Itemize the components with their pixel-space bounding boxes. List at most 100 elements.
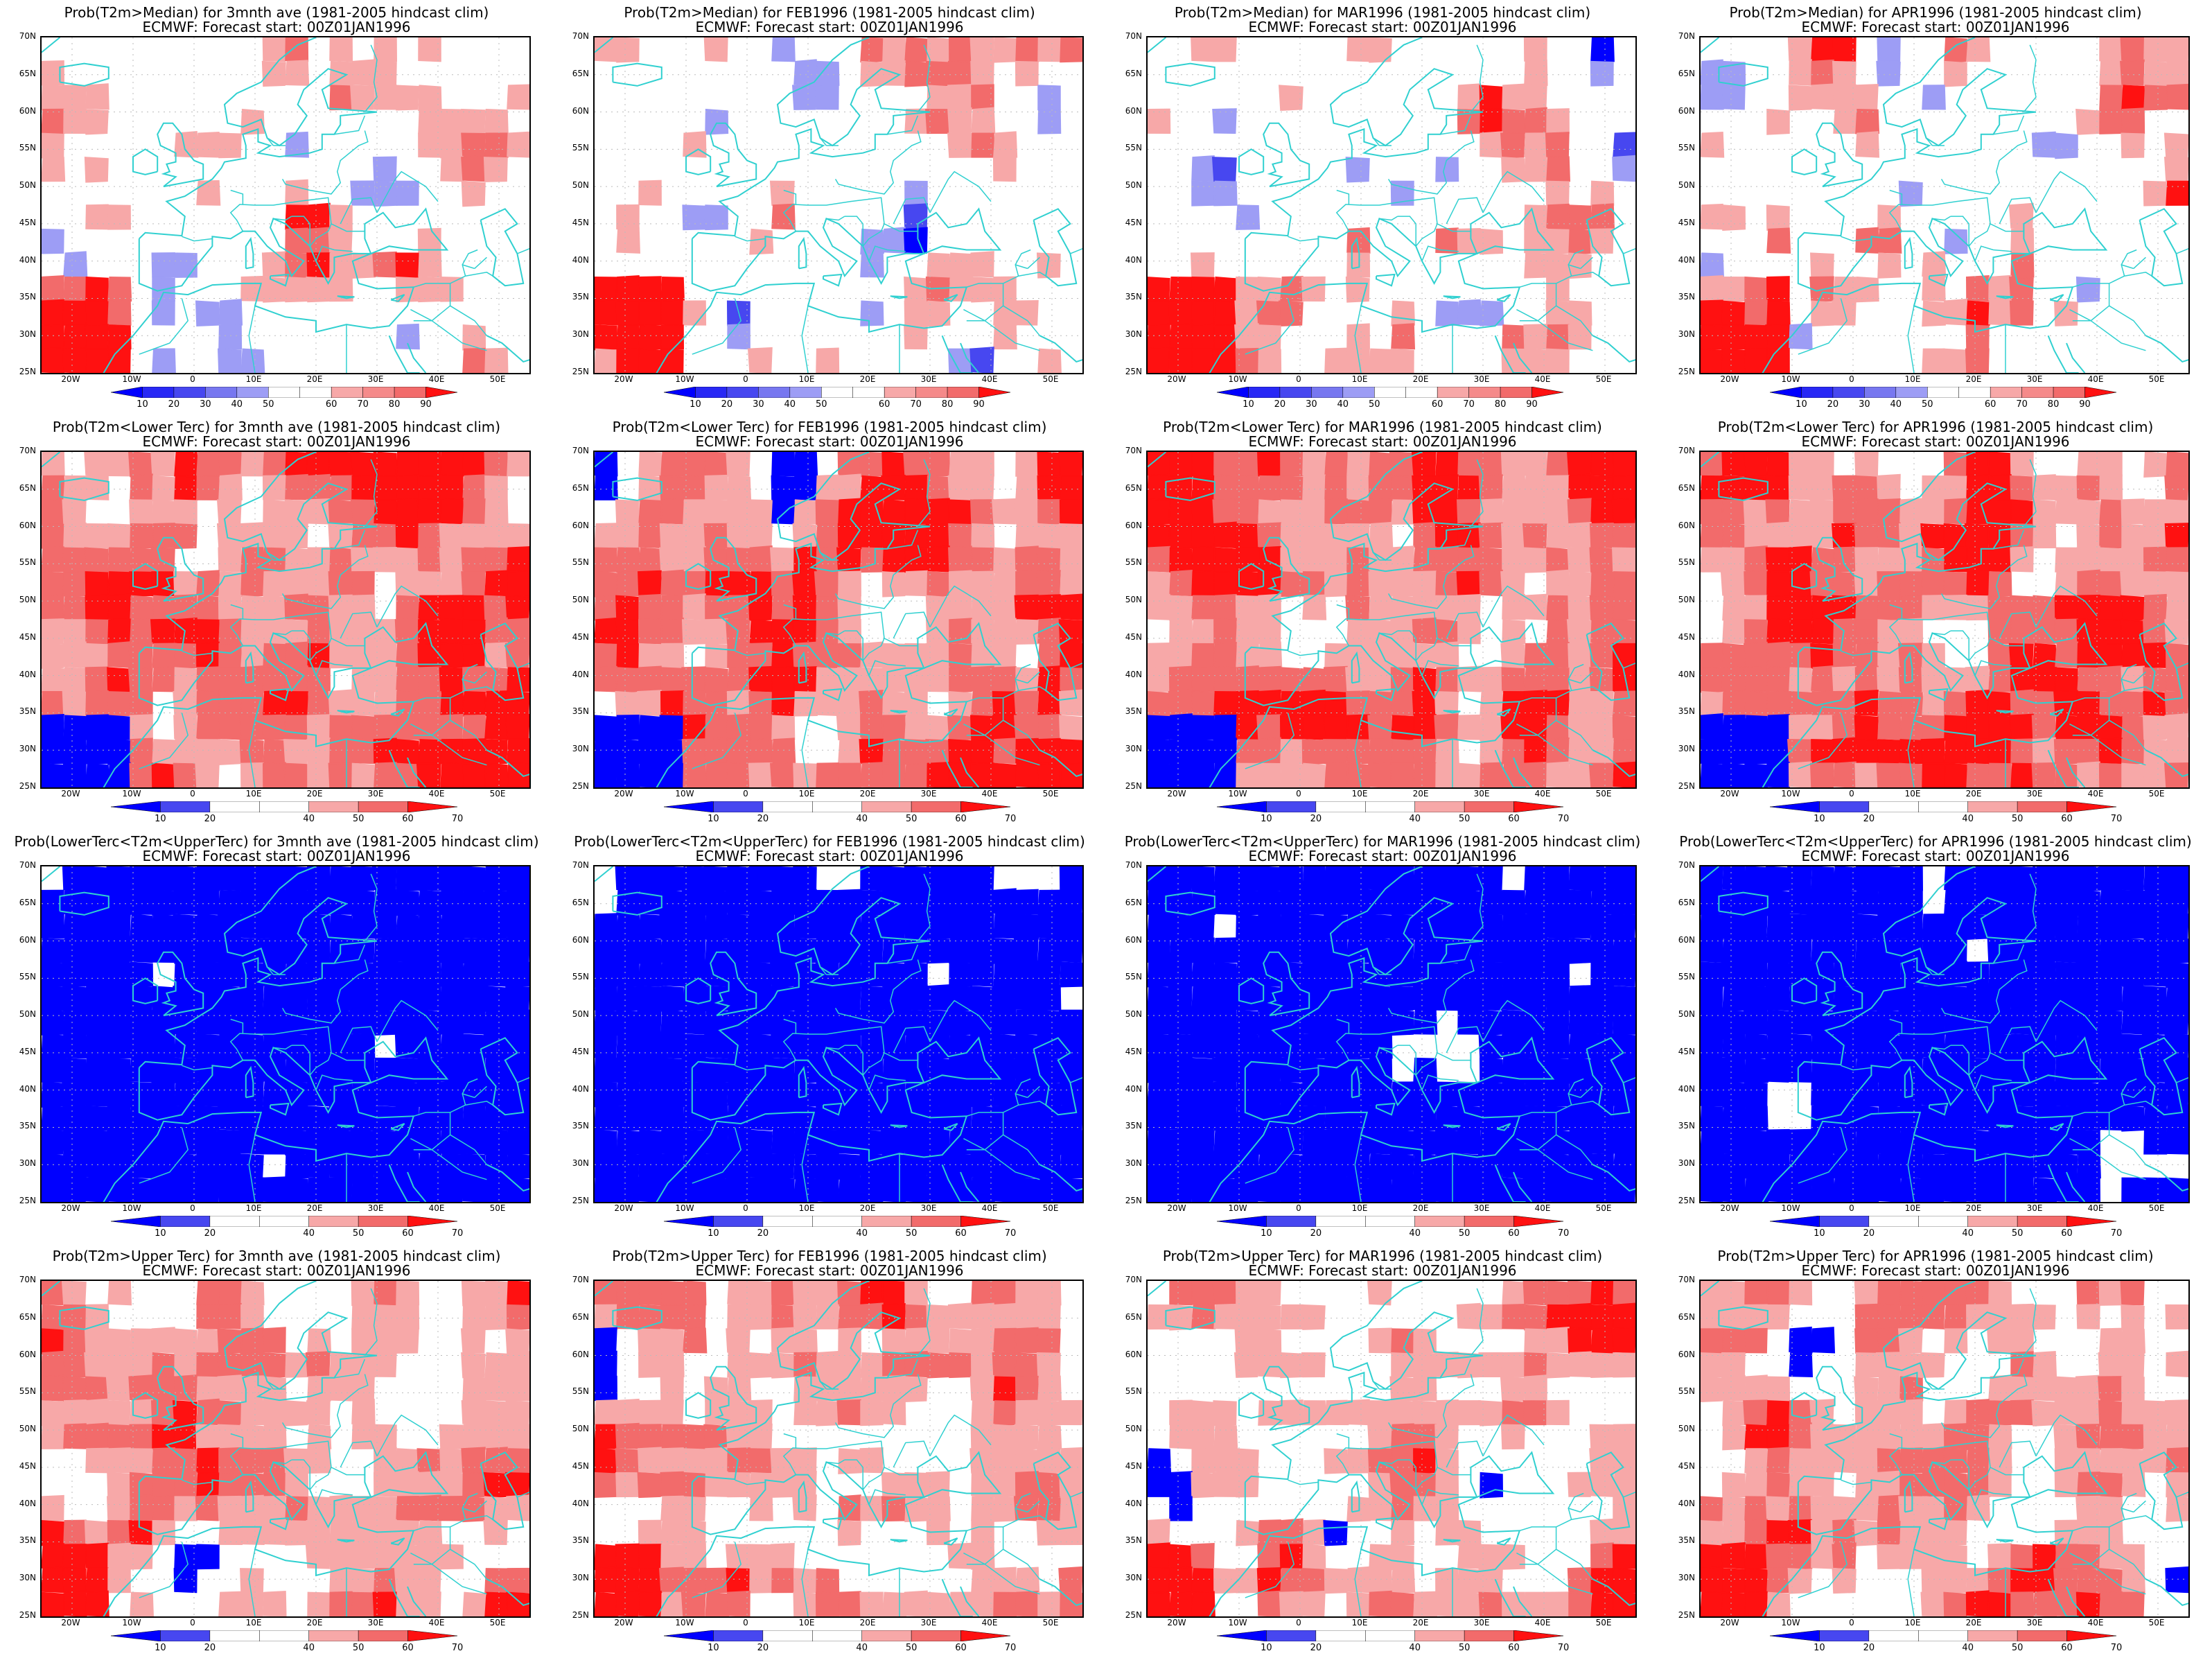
probability-cell (1302, 594, 1327, 620)
probability-cell (949, 1352, 972, 1379)
probability-cell (683, 984, 708, 1011)
probability-cell (1590, 985, 1614, 1011)
probability-cell (130, 714, 153, 740)
country-border (844, 1045, 863, 1076)
longitude-tick-label: 0 (190, 789, 195, 799)
probability-cell (462, 1008, 486, 1035)
probability-cell (128, 642, 153, 668)
probability-cell (217, 1495, 242, 1521)
probability-cell (860, 762, 885, 787)
coastline (132, 1392, 159, 1419)
probability-cell (85, 866, 109, 892)
probability-cell (1480, 108, 1504, 134)
probability-cell (1899, 1376, 1924, 1403)
probability-cell (815, 85, 839, 110)
probability-cell (262, 762, 286, 787)
probability-cell (2163, 157, 2188, 182)
probability-cell (62, 547, 87, 573)
probability-cell (947, 715, 972, 741)
longitude-tick-label: 20E (1412, 1618, 1429, 1628)
probability-cell (2053, 1009, 2078, 1036)
probability-cell (1612, 986, 1635, 1012)
probability-cell (284, 1519, 308, 1546)
colorbar-swatch (947, 386, 979, 399)
probability-cell (747, 961, 773, 988)
country-border (1015, 1093, 1028, 1099)
probability-cell (1302, 499, 1326, 525)
probability-cell (660, 1081, 685, 1108)
probability-cell (263, 912, 287, 939)
probability-cell (2120, 690, 2145, 717)
probability-cell (1478, 1304, 1503, 1329)
country-border (139, 713, 189, 769)
latitude-tick-label: 25N (19, 1610, 36, 1620)
probability-cell (1855, 1057, 1880, 1083)
probability-cell (1168, 665, 1193, 692)
probability-cell (439, 1009, 464, 1035)
longitude-tick-label: 50E (1595, 1618, 1612, 1628)
country-border (1027, 1500, 1040, 1512)
probability-cell (748, 1129, 773, 1156)
country-border (1519, 1492, 1584, 1532)
probability-cell (1944, 715, 1968, 741)
probability-cell (85, 1422, 109, 1449)
country-border (462, 1508, 475, 1513)
probability-cell (683, 523, 706, 549)
probability-cell (1014, 594, 1039, 620)
probability-cell (283, 1129, 308, 1155)
probability-cell (816, 643, 840, 669)
probability-cell (683, 1567, 706, 1594)
probability-cell (240, 911, 265, 939)
probability-cell (595, 276, 617, 302)
probability-cell (1213, 1568, 1237, 1594)
probability-cell (1546, 960, 1570, 987)
probability-cell (904, 1281, 928, 1306)
country-border (782, 1026, 918, 1061)
probability-cell (240, 937, 264, 963)
coastline (1443, 1124, 1461, 1128)
probability-cell (903, 1376, 928, 1402)
probability-cell (903, 452, 928, 477)
longitude-tick-label: 10E (1351, 374, 1368, 384)
probability-cell (1258, 889, 1281, 916)
latitude-tick-label: 30N (572, 1158, 589, 1169)
probability-cell (949, 914, 973, 939)
longitude-tick-label: 20E (1412, 374, 1429, 384)
country-border (1397, 630, 1416, 661)
longitude-tick-label: 40E (1534, 1618, 1551, 1628)
probability-cell (1545, 1009, 1570, 1036)
probability-cell (329, 85, 353, 111)
probability-cell (1722, 499, 1746, 525)
probability-cell (1810, 643, 1834, 670)
probability-cell (1391, 689, 1415, 717)
probability-cell (240, 1400, 265, 1426)
longitude-tick-label: 30E (367, 374, 384, 384)
coastline (943, 294, 958, 302)
coastline (1033, 208, 1078, 287)
probability-cell (1567, 498, 1592, 525)
probability-cell (969, 960, 994, 987)
country-border (735, 1065, 766, 1071)
probability-cell (1942, 348, 1967, 373)
probability-cell (1944, 228, 1968, 254)
coastline (1929, 1102, 1949, 1116)
latitude-tick-label: 70N (1678, 446, 1695, 455)
probability-cell (815, 1591, 839, 1616)
longitude-tick-label: 0 (1296, 789, 1301, 799)
probability-cell (638, 452, 662, 478)
probability-cell (484, 1104, 509, 1131)
probability-cell (1832, 1009, 1857, 1035)
probability-cell (1035, 960, 1061, 987)
country-border (462, 679, 475, 684)
probability-cell (838, 1591, 862, 1616)
probability-cell (63, 715, 87, 741)
coastline (2139, 208, 2184, 287)
probability-cell (483, 914, 508, 939)
probability-cell (927, 761, 950, 787)
colorbar-swatch (1464, 801, 1514, 813)
probability-cell (703, 889, 728, 916)
probability-cell (42, 1081, 65, 1108)
latitude-tick-label: 65N (1125, 68, 1142, 78)
panel-subtitle: ECMWF: Forecast start: 00Z01JAN1996 (142, 433, 411, 450)
colorbar-label: 60 (955, 814, 967, 824)
